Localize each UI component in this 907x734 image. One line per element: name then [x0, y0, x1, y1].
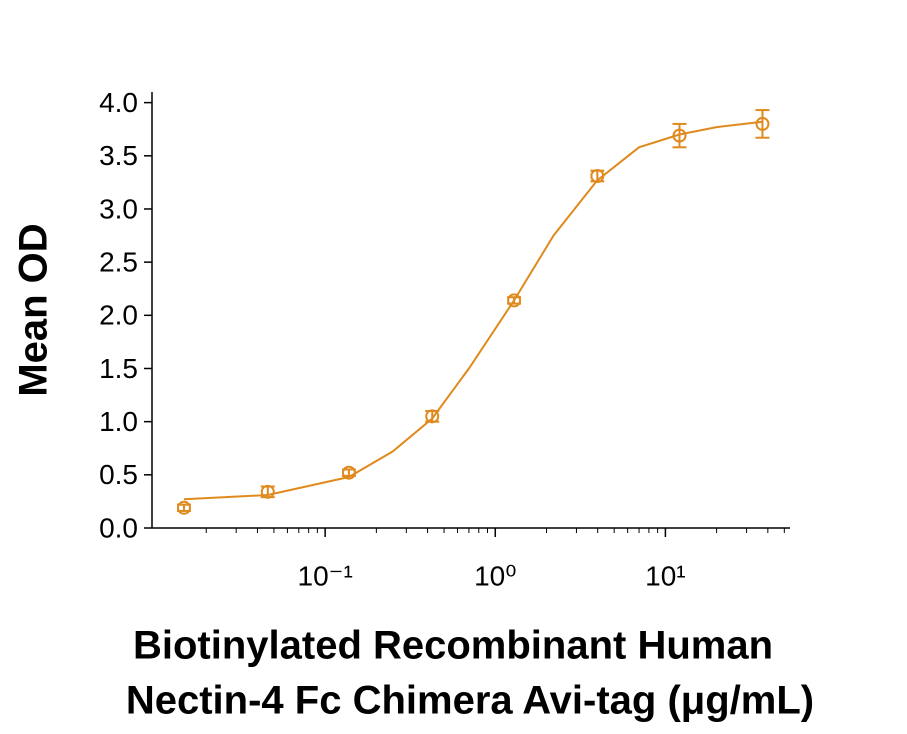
data-point — [590, 169, 605, 184]
data-point — [672, 128, 687, 143]
y-tick-label: 4.0 — [99, 87, 138, 118]
y-tick-label: 3.0 — [99, 193, 138, 224]
x-tick-label: 10¹ — [645, 560, 685, 591]
y-axis-label: Mean OD — [12, 223, 56, 396]
y-tick-label: 2.0 — [99, 300, 138, 331]
y-tick-label: 3.5 — [99, 140, 138, 171]
data-point — [755, 116, 770, 131]
data-point — [425, 409, 440, 424]
data-point — [341, 465, 356, 480]
fit-curve — [183, 120, 763, 501]
y-tick-label: 0.5 — [99, 459, 138, 490]
x-axis-label: Nectin-4 Fc Chimera Avi-tag (μg/mL) — [126, 679, 814, 723]
data-point — [260, 484, 275, 499]
x-tick-label: 10⁻¹ — [298, 560, 353, 591]
data-point — [507, 293, 522, 308]
y-tick-label: 0.0 — [99, 512, 138, 543]
x-axis-label: Biotinylated Recombinant Human — [133, 624, 773, 668]
y-tick-label: 1.5 — [99, 353, 138, 384]
x-tick-label: 10⁰ — [474, 560, 516, 591]
data-point — [176, 500, 191, 515]
y-tick-label: 1.0 — [99, 406, 138, 437]
y-tick-label: 2.5 — [99, 247, 138, 278]
